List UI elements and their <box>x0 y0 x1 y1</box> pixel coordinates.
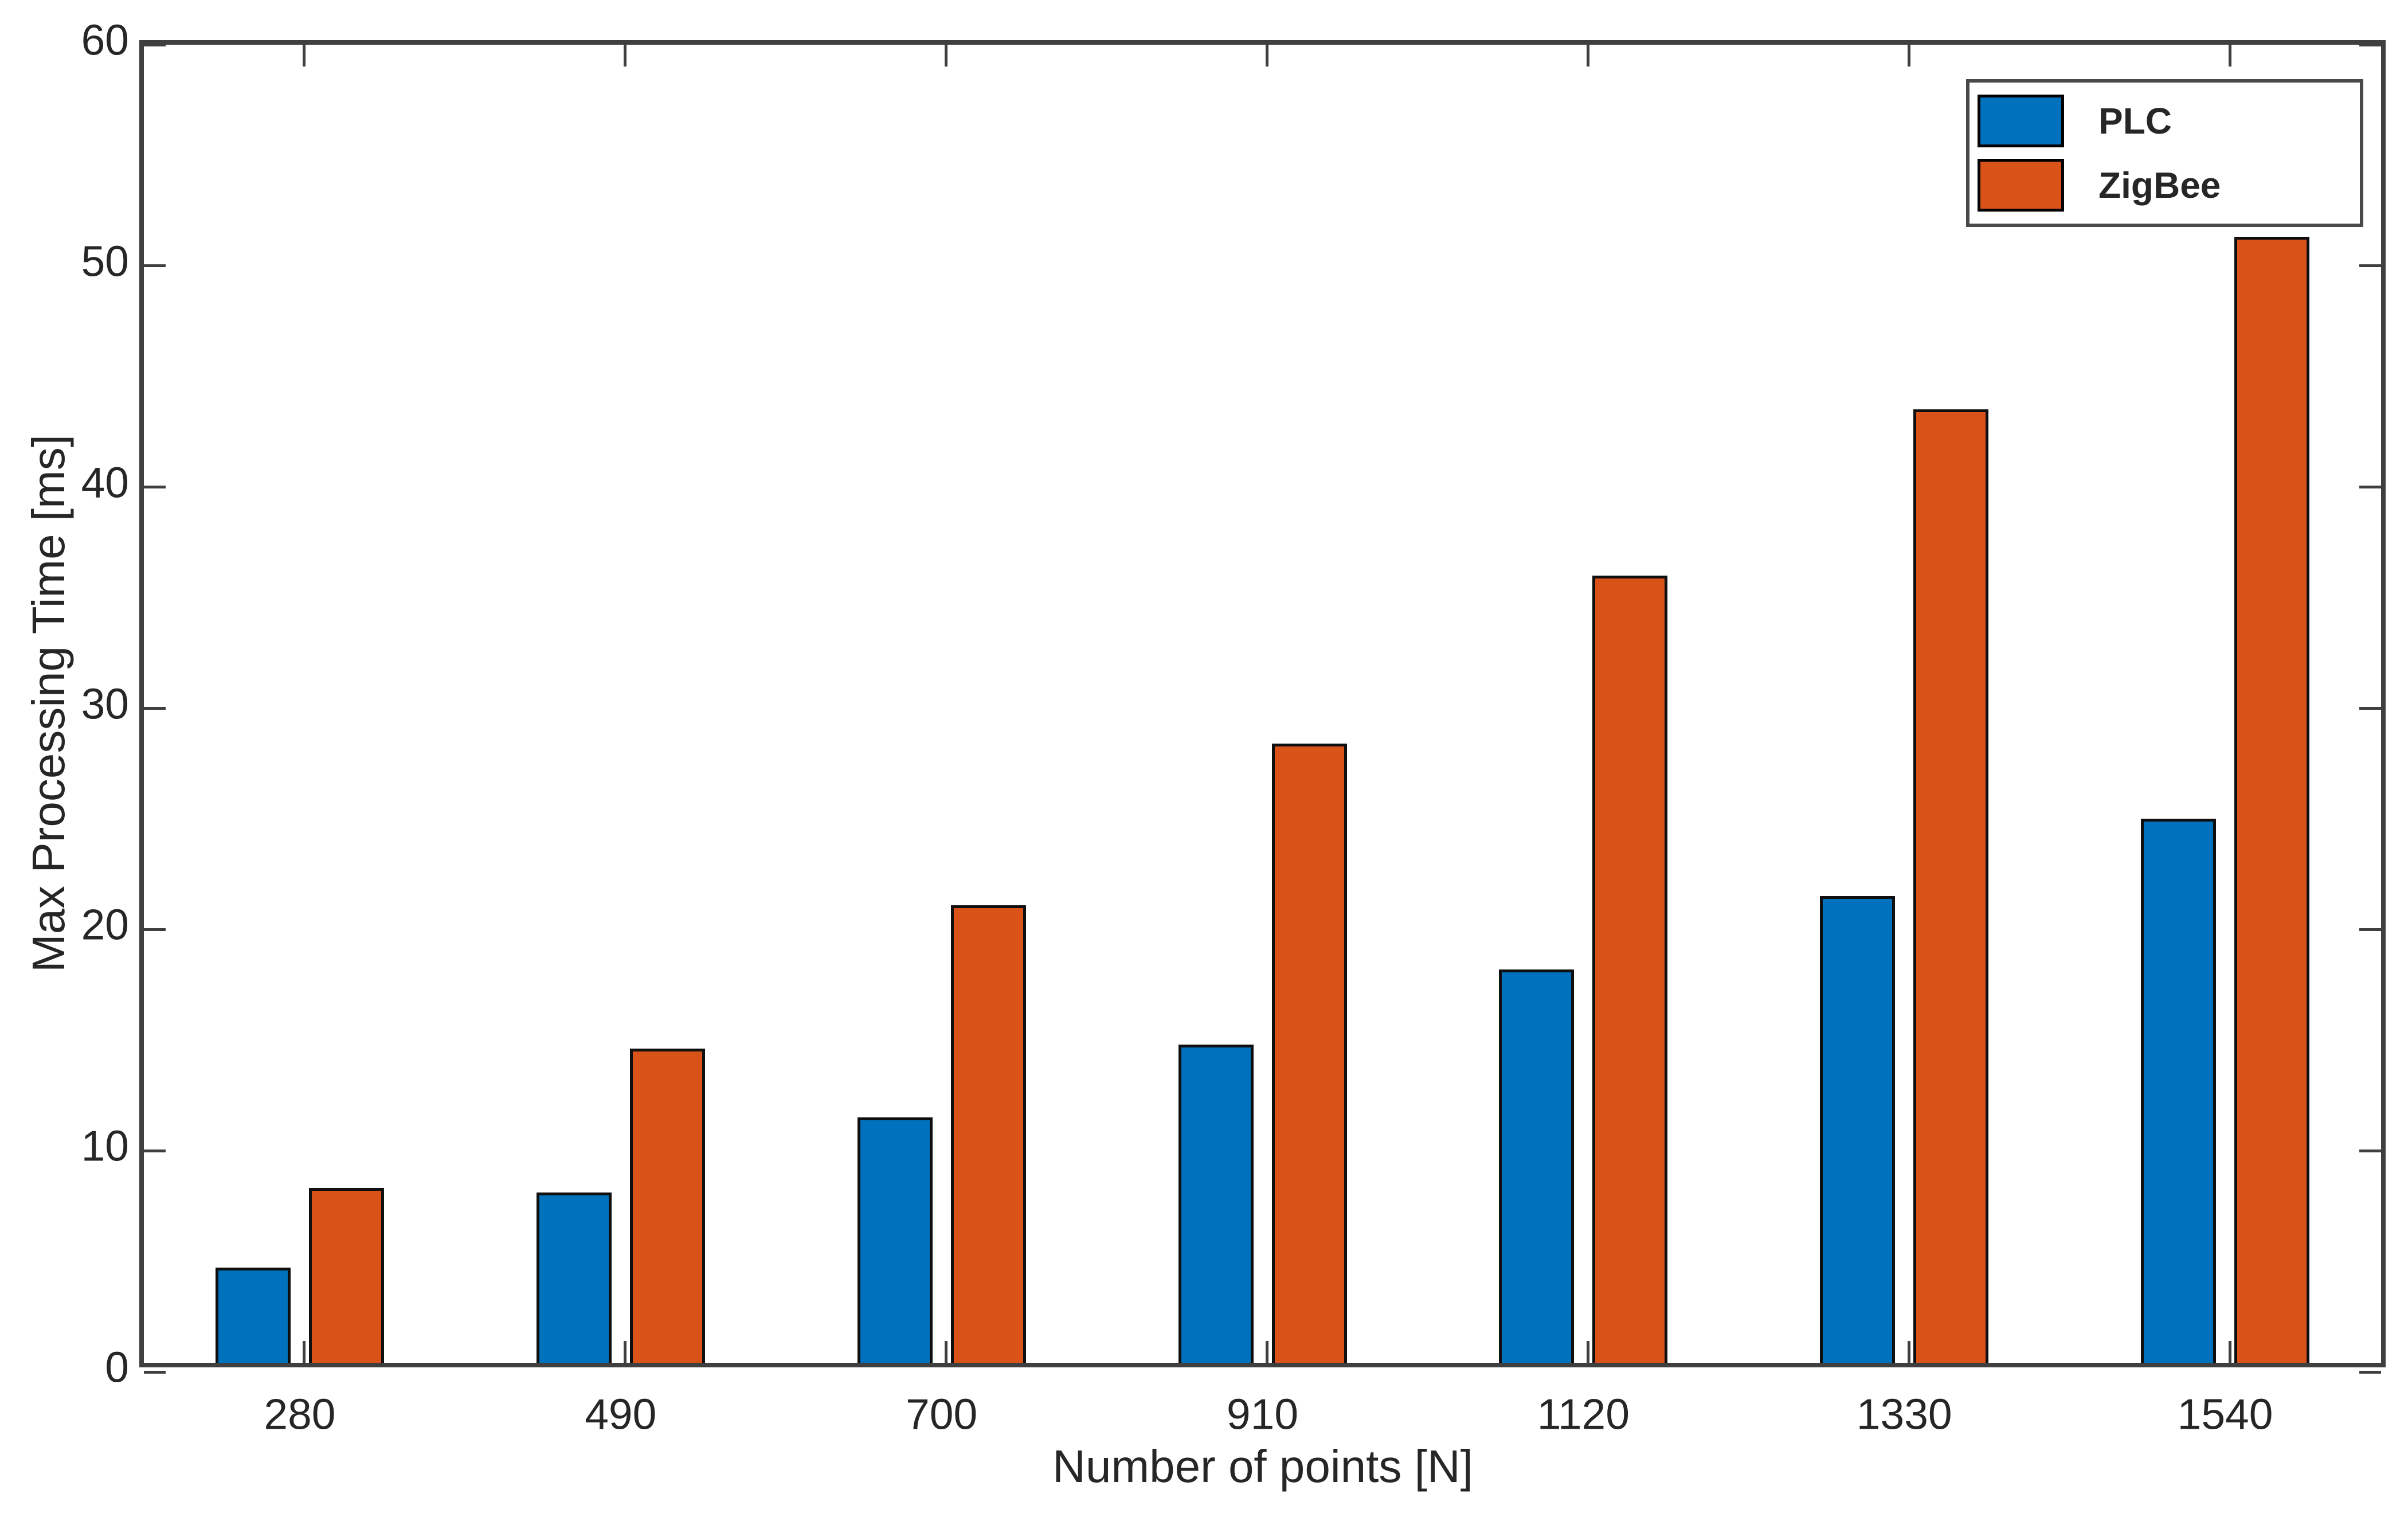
x-tick-label-1540: 1540 <box>2177 1390 2273 1438</box>
x-tick-label-700: 700 <box>906 1390 978 1438</box>
legend-row-plc: PLC <box>1978 94 2360 147</box>
bar-plc-490 <box>536 1193 612 1367</box>
bar-zigbee-280 <box>308 1188 384 1367</box>
plot-area <box>139 40 2386 1374</box>
bar-zigbee-700 <box>950 905 1026 1367</box>
bars-layer <box>139 40 2386 1367</box>
bar-plc-700 <box>857 1117 933 1367</box>
y-tick-left-0 <box>144 1370 166 1374</box>
x-tick-label-1330: 1330 <box>1856 1390 1952 1438</box>
y-tick-label-0: 0 <box>105 1343 129 1391</box>
legend-label-plc: PLC <box>2098 100 2172 142</box>
x-axis-label: Number of points [N] <box>1052 1441 1473 1492</box>
bar-plc-1330 <box>1820 896 1896 1367</box>
bar-plc-280 <box>215 1268 291 1367</box>
y-tick-label-40: 40 <box>81 458 129 507</box>
y-tick-label-30: 30 <box>81 679 129 728</box>
x-tick-label-1120: 1120 <box>1537 1390 1630 1438</box>
y-axis-label: Max Processing Time [ms] <box>23 434 74 973</box>
legend-label-zigbee: ZigBee <box>2098 165 2221 206</box>
y-tick-label-50: 50 <box>81 237 129 286</box>
bar-plc-910 <box>1178 1044 1254 1367</box>
x-tick-label-280: 280 <box>264 1390 336 1438</box>
legend-swatch-zigbee <box>1978 159 2064 212</box>
bar-zigbee-1540 <box>2234 237 2310 1367</box>
bar-zigbee-1330 <box>1913 409 1989 1367</box>
x-tick-label-490: 490 <box>585 1390 657 1438</box>
x-tick-label-910: 910 <box>1226 1390 1299 1438</box>
y-tick-right-0 <box>2359 1370 2381 1374</box>
legend-row-zigbee: ZigBee <box>1978 159 2360 212</box>
bar-plc-1120 <box>1499 969 1575 1367</box>
legend-box: PLC ZigBee <box>1966 79 2363 227</box>
y-tick-label-20: 20 <box>81 900 129 949</box>
bar-plc-1540 <box>2141 819 2217 1367</box>
bar-zigbee-1120 <box>1592 575 1668 1367</box>
bar-zigbee-910 <box>1271 743 1347 1367</box>
y-tick-label-60: 60 <box>81 15 129 64</box>
bar-zigbee-490 <box>629 1049 705 1367</box>
legend-swatch-plc <box>1978 94 2064 147</box>
y-tick-label-10: 10 <box>81 1121 129 1170</box>
